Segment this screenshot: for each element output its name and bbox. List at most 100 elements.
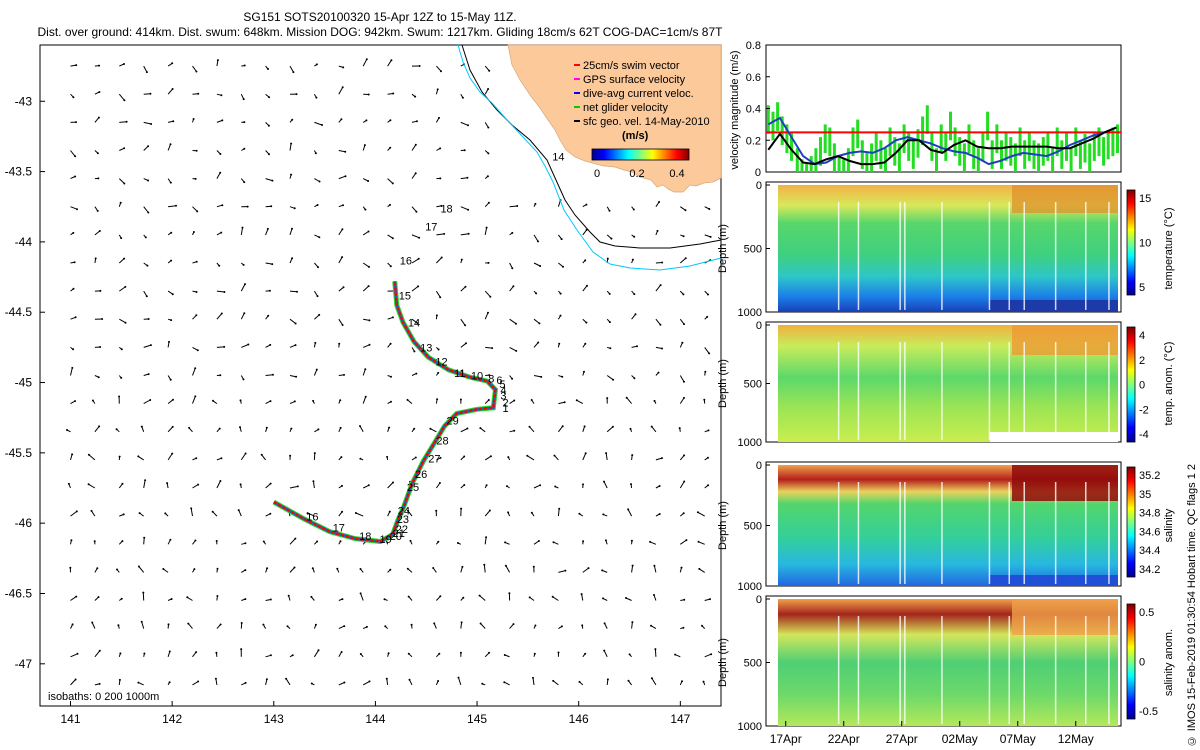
profile-gap [904, 342, 906, 440]
map-x-tick-label: 141 [60, 712, 80, 726]
vel-y-tick-label: 0.2 [746, 135, 761, 147]
net-velocity-bar [888, 127, 892, 157]
profile-gap [941, 202, 943, 310]
net-velocity-bar [1060, 140, 1064, 169]
vector-arrow-head [147, 179, 150, 182]
vector-arrow-head [186, 596, 189, 599]
vector-arrow-head [268, 153, 270, 156]
vector-arrow-head [169, 181, 172, 184]
vector-arrow [387, 59, 392, 67]
vector-arrow-head [359, 425, 361, 428]
vector-arrow [605, 453, 608, 460]
vector-arrow-head [197, 680, 200, 683]
vector-arrow-head [389, 342, 392, 345]
vector-arrow [509, 205, 518, 208]
vector-arrow-head [215, 540, 218, 542]
vector-arrow-head [316, 295, 319, 298]
vector-arrow-head [190, 507, 193, 510]
isobath-note: isobaths: 0 200 1000m [48, 691, 159, 703]
vector-arrow [458, 677, 462, 686]
vector-arrow-head [506, 485, 508, 488]
vector-arrow-head [603, 622, 606, 625]
net-velocity-bar [828, 127, 832, 157]
vector-arrow [167, 399, 174, 404]
sal-anom-section [765, 595, 1122, 727]
vector-arrow [411, 144, 417, 151]
vector-arrow [533, 484, 541, 489]
vector-arrow-head [221, 119, 224, 122]
vector-arrow-head [164, 512, 167, 515]
vector-arrow-head [91, 621, 94, 624]
vector-arrow-head [457, 542, 459, 544]
vector-arrow-head [96, 209, 99, 212]
vector-arrow [167, 144, 171, 151]
vector-arrow-head [367, 93, 370, 96]
vector-arrow-head [683, 480, 686, 483]
profile-gap [1023, 482, 1025, 584]
vector-arrow-head [432, 567, 435, 569]
vector-arrow-head [340, 456, 343, 459]
vector-arrow-head [117, 624, 120, 627]
vector-arrow [192, 484, 199, 489]
track-day-label: 5 [499, 379, 505, 391]
vector-arrow [436, 257, 443, 264]
vector-arrow-head [168, 650, 171, 653]
vector-arrow-head [271, 373, 274, 376]
vector-arrow [435, 482, 441, 489]
geostrophic-velocity-line [767, 126, 1117, 166]
vector-arrow-head [683, 454, 686, 457]
vector-arrow [704, 234, 711, 238]
vector-arrow [411, 258, 419, 264]
vector-arrow-head [697, 540, 700, 543]
vector-arrow [484, 227, 488, 235]
vector-arrow-head [439, 456, 442, 459]
deep-low-salinity-patch [990, 575, 1118, 586]
profile-gap [1008, 342, 1010, 440]
vector-arrow [362, 285, 369, 292]
vector-arrow-head [658, 513, 661, 515]
vector-arrow-head [143, 652, 146, 655]
vector-arrow [143, 480, 146, 489]
vector-arrow-head [609, 347, 612, 350]
vector-arrow-head [195, 149, 198, 152]
vector-arrow-head [464, 324, 467, 327]
vector-arrow-head [338, 342, 341, 345]
vector-arrow [265, 178, 273, 182]
date-tick-label: 27Apr [886, 732, 918, 746]
salinity-colorbar [1126, 466, 1136, 578]
vector-arrow [362, 262, 370, 268]
vector-arrow-head [313, 452, 316, 455]
net-velocity-bar [893, 137, 897, 166]
vector-arrow [143, 65, 148, 73]
track-day-label: 6 [496, 375, 502, 387]
vector-arrow-head [459, 651, 462, 654]
vector-arrow [216, 313, 223, 320]
vector-arrow-head [559, 292, 562, 295]
profile-gap [941, 342, 943, 440]
vector-arrow-head [262, 540, 265, 543]
colorbar-label: (m/s) [622, 130, 649, 142]
vector-arrow-head [485, 536, 488, 539]
vector-arrow [91, 510, 96, 517]
vector-arrow-head [440, 204, 443, 207]
vector-arrow-head [123, 147, 126, 150]
vector-arrow-head [169, 538, 172, 541]
net-velocity-bar [1069, 148, 1073, 172]
profile-gap [1108, 482, 1110, 584]
vector-arrow-head [315, 63, 318, 66]
vector-arrow-head [584, 452, 587, 455]
colorbar-tick-label: 0.5 [1139, 607, 1154, 619]
vector-arrow [436, 65, 442, 72]
vector-arrow-head [318, 313, 321, 316]
net-velocity-bar [1111, 127, 1115, 157]
vector-arrow-head [187, 622, 190, 625]
vector-arrow-head [195, 260, 198, 263]
vector-arrow-head [220, 231, 223, 234]
vector-arrow-head [197, 483, 200, 486]
vector-arrow-head [503, 681, 506, 684]
vector-arrow-head [195, 70, 198, 73]
vector-arrow [558, 425, 564, 433]
vector-arrow-head [72, 287, 75, 290]
vector-arrow [386, 678, 389, 685]
date-tick-label: 12May [1058, 732, 1094, 746]
